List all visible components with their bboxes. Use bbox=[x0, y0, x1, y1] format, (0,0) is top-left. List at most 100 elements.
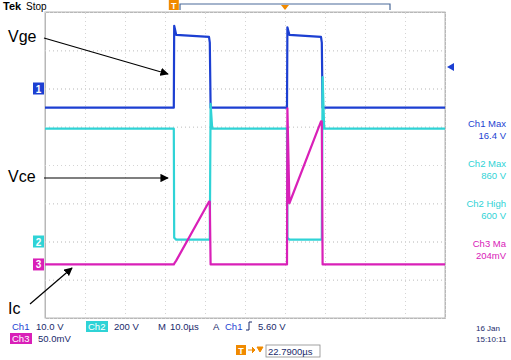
y-axis-line bbox=[46, 13, 446, 319]
grid-line bbox=[45, 318, 445, 319]
grid-line bbox=[45, 12, 445, 13]
channel-marker: 3 bbox=[33, 258, 44, 270]
readout: Ch1 bbox=[12, 321, 29, 332]
y-axis-ch1 bbox=[45, 13, 445, 319]
background bbox=[0, 0, 511, 360]
channel-marker-box bbox=[33, 236, 44, 248]
readout: Ch1 bbox=[225, 321, 242, 332]
measurement-value: 204mV bbox=[476, 250, 507, 261]
y-tick bbox=[45, 318, 445, 319]
channel-marker-label: 2 bbox=[36, 237, 42, 248]
annotation-arrow bbox=[44, 177, 168, 178]
measurement-label: Ch3 Ma bbox=[473, 238, 507, 249]
delay-box bbox=[266, 345, 320, 357]
timestamp: 15:10:11 bbox=[476, 335, 507, 344]
trigger-delay: T 22.7900µs bbox=[236, 345, 320, 357]
y-tick bbox=[45, 318, 445, 319]
grid-line bbox=[45, 280, 445, 281]
trigger-label: T bbox=[171, 1, 177, 11]
y-tick bbox=[45, 89, 445, 90]
grid-line bbox=[45, 89, 445, 90]
channel-marker-box bbox=[33, 83, 44, 95]
grid-line bbox=[45, 242, 445, 243]
readout: A bbox=[213, 321, 220, 332]
readout: 10.0 V bbox=[36, 321, 64, 332]
y-tick bbox=[45, 50, 445, 51]
series-label: Vce bbox=[8, 168, 36, 185]
grid-line bbox=[45, 318, 445, 319]
readout: M bbox=[158, 321, 166, 332]
y-tick bbox=[45, 165, 445, 166]
y-tick bbox=[45, 203, 445, 204]
readout: 5.60 V bbox=[258, 321, 286, 332]
measurement-label: Ch2 Max bbox=[468, 158, 506, 169]
trace-ic bbox=[45, 108, 445, 264]
trigger-position: T bbox=[169, 0, 179, 11]
channel-marker: 2 bbox=[33, 236, 44, 248]
grid-line bbox=[45, 89, 445, 90]
annotation-arrow bbox=[44, 38, 168, 74]
grid-line bbox=[45, 242, 445, 243]
timestamp: 16 Jan bbox=[476, 324, 500, 333]
y-tick bbox=[45, 203, 445, 204]
y-tick bbox=[45, 242, 445, 243]
x-tick bbox=[445, 12, 446, 318]
series-label: Vge bbox=[8, 28, 37, 45]
bracket-line bbox=[180, 4, 390, 10]
grid-line bbox=[45, 165, 445, 166]
x-axis bbox=[46, 12, 446, 319]
delay-icon bbox=[236, 345, 246, 355]
trigger-level bbox=[447, 63, 454, 71]
measurement-value: 600 V bbox=[481, 210, 506, 221]
measurement-value: 860 V bbox=[481, 170, 506, 181]
grid-line bbox=[45, 12, 445, 13]
status: Stop bbox=[26, 1, 47, 12]
plot-frame bbox=[45, 12, 445, 318]
delay-value: 22.7900µs bbox=[268, 346, 313, 357]
delay-arrow bbox=[248, 347, 263, 353]
readout: 50.0mV bbox=[38, 333, 71, 344]
grid-line bbox=[45, 89, 445, 90]
record-bracket bbox=[180, 4, 390, 10]
grid-line bbox=[45, 165, 445, 166]
trigger-box bbox=[169, 0, 179, 10]
readout: 200 V bbox=[114, 321, 139, 332]
grid-line bbox=[45, 203, 445, 204]
slope-icon bbox=[246, 322, 252, 330]
trace-vge bbox=[45, 26, 445, 108]
y-tick bbox=[45, 12, 445, 13]
y-tick bbox=[45, 280, 445, 281]
y-tick bbox=[45, 165, 445, 166]
y-axis-line bbox=[46, 13, 446, 319]
y-tick bbox=[45, 50, 445, 51]
traces bbox=[45, 26, 445, 265]
grid-line bbox=[45, 318, 445, 319]
y-tick bbox=[45, 203, 445, 204]
trace-vce bbox=[45, 77, 445, 240]
grid-line bbox=[45, 280, 445, 281]
channel-marker-box bbox=[33, 258, 44, 270]
delay-icon-label: T bbox=[238, 346, 244, 356]
y-tick bbox=[45, 89, 445, 90]
channel-marker-label: 1 bbox=[36, 84, 42, 95]
readout: Ch3 bbox=[12, 333, 29, 344]
grid-line bbox=[45, 50, 445, 51]
grid-line bbox=[45, 50, 445, 51]
y-tick bbox=[45, 12, 445, 13]
y-tick bbox=[45, 12, 445, 13]
channel-marker-label: 3 bbox=[36, 259, 42, 270]
readout: Ch2 bbox=[88, 321, 105, 332]
grid-line bbox=[45, 12, 445, 13]
grid-line bbox=[45, 242, 445, 243]
grid-line bbox=[45, 203, 445, 204]
y-axis-ch2 bbox=[45, 13, 445, 319]
x-axis-line bbox=[46, 12, 446, 319]
grid-line bbox=[445, 12, 446, 318]
measurement-value: 16.4 V bbox=[479, 130, 507, 141]
grid-line bbox=[45, 203, 445, 204]
scope-screen: 123TTekStopVgeVceIcCh1 Max16.4 VCh2 Max8… bbox=[0, 0, 511, 360]
bracket-pointer bbox=[281, 5, 289, 10]
channel-marker: 1 bbox=[33, 83, 44, 95]
y-tick bbox=[45, 165, 445, 166]
annotation-arrow bbox=[30, 268, 72, 304]
